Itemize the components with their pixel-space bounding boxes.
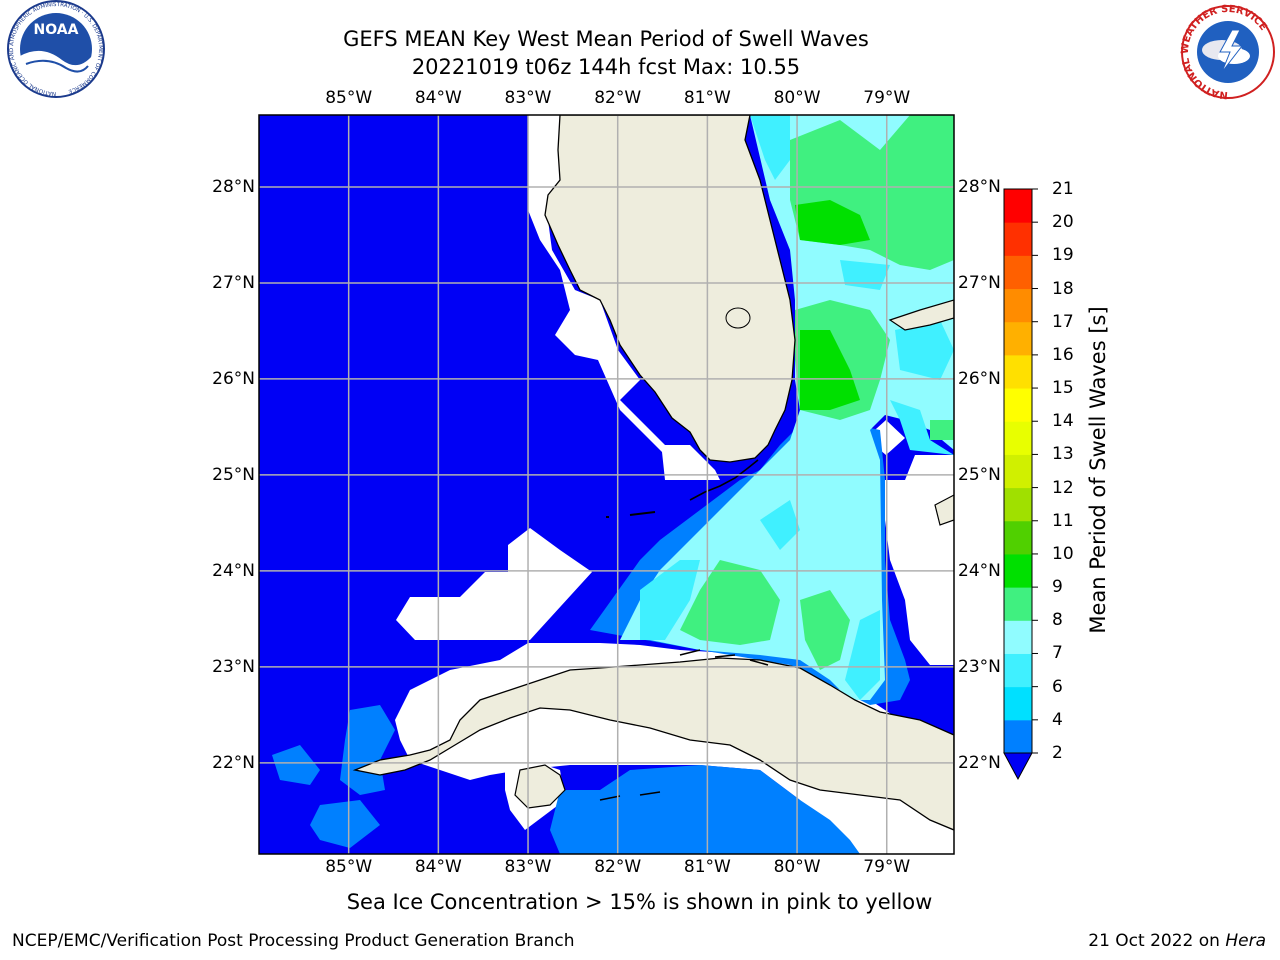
colorbar-segment: [1004, 421, 1032, 455]
colorbar-segment: [1004, 321, 1032, 356]
colorbar-segment: [1004, 553, 1032, 588]
latitude-tick-label: 25°N: [958, 464, 1001, 485]
nws-logo: NATIONAL WEATHER SERVICE: [1180, 4, 1275, 100]
footer-date-text: 21 Oct 2022 on: [1088, 931, 1226, 951]
footer-date: 21 Oct 2022 on Hera: [1088, 931, 1266, 951]
footer-host: Hera: [1225, 931, 1266, 951]
colorbar-segment: [1004, 686, 1032, 721]
colorbar-segment: [1004, 719, 1032, 754]
longitude-tick-label: 81°W: [683, 857, 731, 877]
swell-10-11s-regions: [795, 200, 870, 410]
longitude-tick-label: 79°W: [863, 88, 911, 108]
chart-title: GEFS MEAN Key West Mean Period of Swell …: [343, 27, 869, 51]
longitude-tick-label: 85°W: [325, 88, 373, 108]
colorbar-segment: [1004, 620, 1032, 654]
longitude-tick-label: 85°W: [325, 857, 373, 877]
colorbar-tick-label: 16: [1052, 344, 1074, 365]
colorbar-segment: [1004, 653, 1032, 688]
colorbar-tick-label: 20: [1052, 212, 1074, 233]
florida-keys: [689, 459, 759, 501]
latitude-tick-label: 24°N: [212, 560, 255, 581]
colorbar-tick-label: 6: [1052, 676, 1063, 697]
longitude-tick-label: 83°W: [504, 857, 552, 877]
longitude-tick-label: 84°W: [414, 857, 462, 877]
latitude-tick-label: 23°N: [212, 656, 255, 677]
noaa-text: NOAA: [34, 22, 79, 38]
colorbar-extend-arrow: [1003, 752, 1033, 781]
map-frame: [258, 114, 955, 855]
longitude-tick-label: 82°W: [594, 857, 642, 877]
colorbar-tick-label: 10: [1052, 543, 1074, 564]
latitude-tick-label: 28°N: [212, 176, 255, 197]
colorbar-tick-label: 2: [1052, 743, 1063, 763]
colorbar-segment: [1004, 255, 1032, 290]
colorbar-segment: [1004, 288, 1032, 323]
colorbar-segment: [1004, 487, 1032, 522]
colorbar-tick-label: 19: [1052, 245, 1074, 266]
longitude-tick-label: 79°W: [863, 857, 911, 877]
longitude-tick-label: 82°W: [594, 88, 642, 108]
footer-credit: NCEP/EMC/Verification Post Processing Pr…: [12, 931, 575, 951]
latitude-tick-label: 24°N: [958, 560, 1001, 581]
longitude-tick-label: 84°W: [414, 88, 462, 108]
colorbar-segment: [1004, 454, 1032, 489]
colorbar-tick-label: 14: [1052, 411, 1074, 432]
longitude-tick-label: 83°W: [504, 88, 552, 108]
colorbar-tick-label: 12: [1052, 477, 1074, 498]
colorbar-tick-label: 17: [1052, 311, 1074, 332]
chart-subtitle: 20221019 t06z 144h fcst Max: 10.55: [411, 55, 801, 79]
map-gridlines: [259, 115, 954, 854]
map-area: [259, 115, 954, 854]
lake-okeechobee: [725, 307, 751, 329]
colorbar-tick-label: 21: [1052, 179, 1074, 199]
colorbar-tick-label: 15: [1052, 378, 1074, 399]
latitude-tick-label: 28°N: [958, 176, 1001, 197]
colorbar-segment: [1004, 354, 1032, 389]
longitude-tick-label: 80°W: [773, 88, 821, 108]
latitude-tick-label: 23°N: [958, 656, 1001, 677]
latitude-tick-label: 22°N: [212, 752, 255, 773]
colorbar-tick-label: 9: [1052, 577, 1063, 598]
latitude-tick-label: 27°N: [958, 272, 1001, 293]
colorbar-tick-label: 18: [1052, 278, 1074, 299]
colorbar-tick-label: 7: [1052, 643, 1063, 664]
colorbar-tick-label: 11: [1052, 510, 1074, 531]
bahamas-land: [888, 299, 954, 331]
latitude-tick-label: 26°N: [958, 368, 1001, 389]
colorbar-tick-label: 4: [1052, 709, 1063, 730]
colorbar-segment: [1004, 189, 1032, 223]
sea-ice-footnote: Sea Ice Concentration > 15% is shown in …: [346, 890, 933, 914]
colorbar-segment: [1004, 587, 1032, 621]
colorbar-tick-label: 13: [1052, 444, 1074, 465]
andros-land: [934, 494, 954, 526]
cuba-land: [352, 657, 954, 831]
longitude-tick-label: 81°W: [683, 88, 731, 108]
latitude-tick-label: 26°N: [212, 368, 255, 389]
colorbar-title: Mean Period of Swell Waves [s]: [1086, 306, 1110, 634]
colorbar: [1003, 188, 1038, 781]
colorbar-segment: [1004, 520, 1032, 555]
latitude-tick-label: 25°N: [212, 464, 255, 485]
swell-7-8s-regions: [620, 115, 954, 700]
colorbar-segment: [1004, 222, 1032, 256]
longitude-tick-label: 80°W: [773, 857, 821, 877]
swell-6-7s-regions: [640, 115, 954, 700]
florida-land: [544, 115, 796, 463]
latitude-tick-label: 27°N: [212, 272, 255, 293]
cuba-keys: [599, 649, 769, 801]
colorbar-segment: [1004, 388, 1032, 422]
dry-tortugas: [606, 511, 656, 518]
noaa-logo: NATIONAL OCEANIC AND ATMOSPHERIC ADMINIS…: [7, 0, 105, 98]
latitude-tick-label: 22°N: [958, 752, 1001, 773]
colorbar-tick-label: 8: [1052, 610, 1063, 631]
